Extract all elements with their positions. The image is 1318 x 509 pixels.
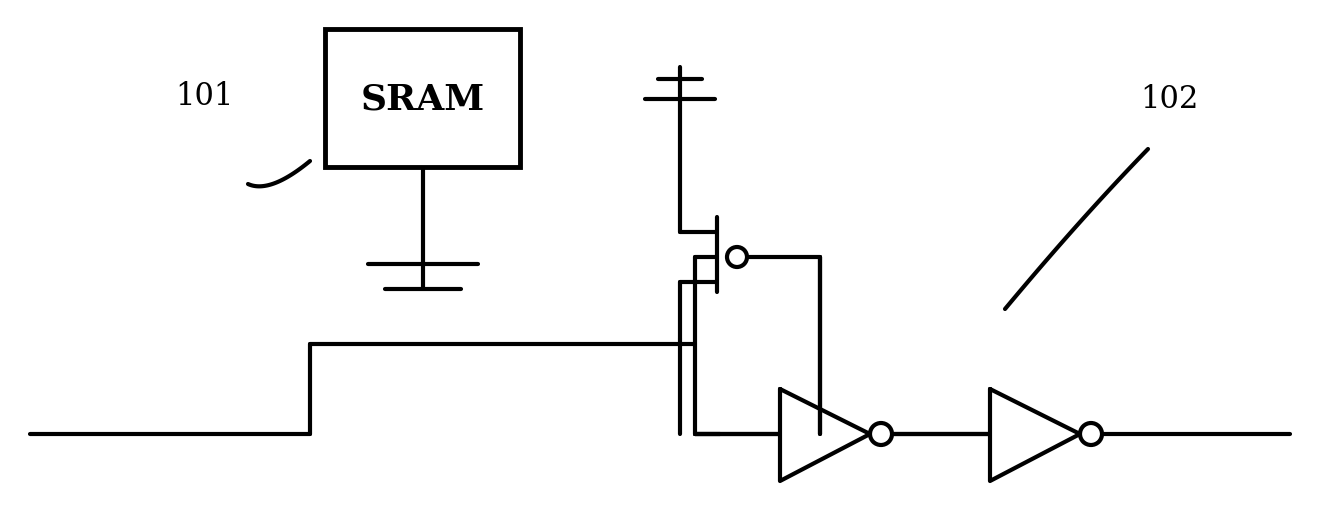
Text: SRAM: SRAM bbox=[360, 82, 485, 116]
Text: 101: 101 bbox=[175, 81, 233, 112]
Bar bbox=[326, 30, 521, 167]
Text: 102: 102 bbox=[1140, 84, 1198, 115]
